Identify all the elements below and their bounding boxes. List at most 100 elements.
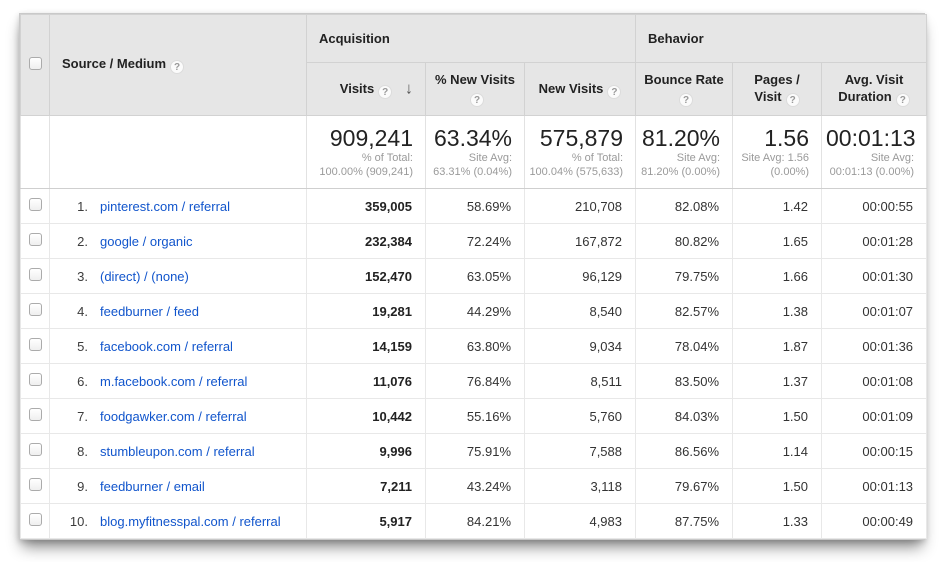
new-visits-label: New Visits bbox=[538, 80, 604, 96]
bounce-rate-value: 82.57% bbox=[635, 293, 734, 329]
help-icon[interactable]: ? bbox=[378, 84, 393, 99]
total-duration-sub1: Site Avg: bbox=[870, 152, 915, 164]
bounce-rate-value: 84.03% bbox=[635, 398, 734, 434]
source-medium-cell: 5. facebook.com / referral bbox=[49, 328, 307, 364]
row-checkbox[interactable] bbox=[28, 338, 42, 351]
group-header-acquisition: Acquisition bbox=[305, 14, 637, 63]
avg-visit-duration-value: 00:01:30 bbox=[821, 258, 928, 294]
source-medium-link[interactable]: stumbleupon.com / referral bbox=[100, 443, 255, 459]
help-icon[interactable]: ? bbox=[785, 93, 800, 107]
table-row: 2. google / organic 232,384 72.24% 167,87… bbox=[20, 223, 928, 259]
row-checkbox[interactable] bbox=[28, 233, 42, 246]
table-row: 8. stumbleupon.com / referral 9,996 75.91… bbox=[20, 433, 928, 469]
totals-visits: 909,241 % of Total: 100.00% (909,241) bbox=[306, 115, 426, 189]
total-pages-value: 1.56 bbox=[764, 125, 810, 151]
source-medium-cell: 4. feedburner / feed bbox=[49, 293, 307, 329]
new-visits-value: 4,983 bbox=[523, 503, 637, 539]
pages-visit-value: 1.50 bbox=[732, 468, 823, 504]
totals-row: 909,241 % of Total: 100.00% (909,241) 63… bbox=[20, 115, 928, 189]
visits-label: Visits bbox=[339, 80, 375, 96]
avg-visit-duration-value: 00:00:49 bbox=[821, 503, 928, 539]
help-icon[interactable]: ? bbox=[170, 60, 185, 74]
source-medium-link[interactable]: m.facebook.com / referral bbox=[100, 373, 248, 389]
new-visits-value: 167,872 bbox=[523, 223, 637, 259]
total-pct-new-sub2: 63.31% (0.04%) bbox=[433, 166, 512, 178]
bounce-rate-value: 82.08% bbox=[635, 188, 734, 224]
pages-visit-value: 1.65 bbox=[732, 223, 823, 259]
pct-new-visits-value: 75.91% bbox=[425, 433, 525, 469]
source-medium-link[interactable]: google / organic bbox=[100, 233, 193, 249]
help-icon[interactable]: ? bbox=[895, 93, 910, 107]
avg-visit-duration-value: 00:00:15 bbox=[821, 433, 928, 469]
total-duration-value: 00:01:13 bbox=[826, 125, 916, 151]
source-medium-cell: 1. pinterest.com / referral bbox=[49, 188, 307, 224]
pct-new-visits-value: 72.24% bbox=[425, 223, 525, 259]
new-visits-value: 9,034 bbox=[523, 328, 637, 364]
row-checkbox[interactable] bbox=[28, 268, 42, 281]
source-medium-link[interactable]: blog.myfitnesspal.com / referral bbox=[100, 513, 281, 529]
help-icon[interactable]: ? bbox=[607, 84, 622, 99]
visits-value: 14,159 bbox=[306, 328, 426, 364]
column-header-visits[interactable]: Visits? ↓ bbox=[306, 62, 426, 116]
visits-value: 9,996 bbox=[306, 433, 426, 469]
visits-value: 19,281 bbox=[306, 293, 426, 329]
visits-value: 11,076 bbox=[306, 363, 426, 399]
analytics-table-card: Source / Medium? Acquisition Behavior Vi… bbox=[19, 13, 928, 540]
row-index: 8. bbox=[77, 443, 88, 459]
pages-visit-value: 1.87 bbox=[732, 328, 823, 364]
total-pages-sub1: Site Avg: 1.56 bbox=[741, 152, 810, 164]
bounce-rate-value: 78.04% bbox=[635, 328, 734, 364]
table-row: 9. feedburner / email 7,211 43.24% 3,118 … bbox=[20, 468, 928, 504]
select-all-header-cell bbox=[20, 14, 50, 116]
help-icon[interactable]: ? bbox=[470, 93, 484, 107]
table-row: 7. foodgawker.com / referral 10,442 55.16… bbox=[20, 398, 928, 434]
row-index: 10. bbox=[69, 513, 88, 529]
pct-new-visits-value: 43.24% bbox=[425, 468, 525, 504]
visits-value: 5,917 bbox=[306, 503, 426, 539]
source-medium-cell: 7. foodgawker.com / referral bbox=[49, 398, 307, 434]
source-medium-link[interactable]: feedburner / feed bbox=[100, 303, 200, 319]
bounce-rate-value: 86.56% bbox=[635, 433, 734, 469]
column-header-source-medium[interactable]: Source / Medium? bbox=[49, 14, 307, 116]
row-checkbox[interactable] bbox=[28, 478, 42, 491]
table-row: 5. facebook.com / referral 14,159 63.80% … bbox=[20, 328, 928, 364]
source-medium-link[interactable]: (direct) / (none) bbox=[100, 268, 189, 284]
row-checkbox-cell bbox=[20, 188, 50, 224]
source-medium-link[interactable]: foodgawker.com / referral bbox=[100, 408, 247, 424]
row-checkbox-cell bbox=[20, 328, 50, 364]
avg-visit-duration-value: 00:01:28 bbox=[821, 223, 928, 259]
source-medium-link[interactable]: feedburner / email bbox=[100, 478, 205, 494]
avg-visit-duration-value: 00:01:13 bbox=[821, 468, 928, 504]
pages-visit-value: 1.37 bbox=[732, 363, 823, 399]
table-row: 4. feedburner / feed 19,281 44.29% 8,540 … bbox=[20, 293, 928, 329]
row-checkbox[interactable] bbox=[28, 513, 42, 526]
row-index: 9. bbox=[77, 478, 88, 494]
sort-desc-icon[interactable]: ↓ bbox=[405, 80, 413, 98]
help-icon[interactable]: ? bbox=[679, 93, 694, 107]
pct-new-visits-label: % New Visits bbox=[435, 72, 515, 87]
source-medium-cell: 2. google / organic bbox=[49, 223, 307, 259]
source-medium-link[interactable]: facebook.com / referral bbox=[100, 338, 233, 354]
column-header-bounce-rate[interactable]: Bounce Rate? bbox=[635, 62, 734, 116]
source-medium-link[interactable]: pinterest.com / referral bbox=[100, 198, 231, 214]
visits-value: 152,470 bbox=[306, 258, 426, 294]
column-header-pct-new-visits[interactable]: % New Visits? bbox=[425, 62, 525, 116]
row-checkbox[interactable] bbox=[28, 303, 42, 316]
row-checkbox[interactable] bbox=[28, 198, 42, 211]
row-index: 2. bbox=[77, 233, 88, 249]
pages-visit-label: Pages / Visit bbox=[754, 72, 800, 104]
visits-value: 232,384 bbox=[306, 223, 426, 259]
column-header-new-visits[interactable]: New Visits? bbox=[523, 62, 637, 116]
pages-visit-value: 1.38 bbox=[732, 293, 823, 329]
row-index: 4. bbox=[77, 303, 88, 319]
row-checkbox[interactable] bbox=[28, 408, 42, 421]
select-all-checkbox[interactable] bbox=[28, 57, 42, 70]
row-checkbox[interactable] bbox=[28, 443, 42, 456]
bounce-rate-label: Bounce Rate bbox=[644, 72, 724, 87]
row-checkbox[interactable] bbox=[28, 373, 42, 386]
column-header-avg-visit-duration[interactable]: Avg. Visit Duration? bbox=[821, 62, 928, 116]
total-duration-sub2: 00:01:13 (0.00%) bbox=[829, 166, 915, 178]
totals-source-cell bbox=[49, 115, 307, 189]
column-header-pages-visit[interactable]: Pages / Visit? bbox=[732, 62, 823, 116]
table-row: 3. (direct) / (none) 152,470 63.05% 96,12… bbox=[20, 258, 928, 294]
